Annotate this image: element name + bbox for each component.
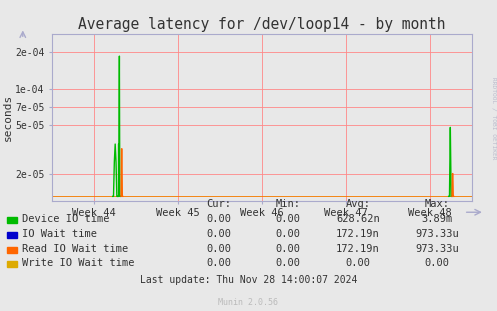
Text: IO Wait time: IO Wait time bbox=[22, 229, 97, 239]
Text: 0.00: 0.00 bbox=[425, 258, 450, 268]
Text: 628.62n: 628.62n bbox=[336, 214, 380, 224]
Text: 0.00: 0.00 bbox=[206, 244, 231, 254]
Text: RRDTOOL / TOBI OETIKER: RRDTOOL / TOBI OETIKER bbox=[491, 77, 496, 160]
Text: Last update: Thu Nov 28 14:00:07 2024: Last update: Thu Nov 28 14:00:07 2024 bbox=[140, 275, 357, 285]
Text: 0.00: 0.00 bbox=[206, 229, 231, 239]
Text: 0.00: 0.00 bbox=[276, 229, 301, 239]
Text: Avg:: Avg: bbox=[345, 199, 370, 209]
Text: 172.19n: 172.19n bbox=[336, 244, 380, 254]
Text: Device IO time: Device IO time bbox=[22, 214, 110, 224]
Text: 0.00: 0.00 bbox=[276, 244, 301, 254]
Text: 3.89m: 3.89m bbox=[422, 214, 453, 224]
Y-axis label: seconds: seconds bbox=[2, 94, 12, 141]
Text: 973.33u: 973.33u bbox=[415, 229, 459, 239]
Text: Write IO Wait time: Write IO Wait time bbox=[22, 258, 135, 268]
Text: 0.00: 0.00 bbox=[276, 214, 301, 224]
Text: 0.00: 0.00 bbox=[206, 258, 231, 268]
Text: Munin 2.0.56: Munin 2.0.56 bbox=[219, 298, 278, 307]
Text: 0.00: 0.00 bbox=[276, 258, 301, 268]
Text: 0.00: 0.00 bbox=[345, 258, 370, 268]
Text: 172.19n: 172.19n bbox=[336, 229, 380, 239]
Text: 0.00: 0.00 bbox=[206, 214, 231, 224]
Text: Max:: Max: bbox=[425, 199, 450, 209]
Text: 973.33u: 973.33u bbox=[415, 244, 459, 254]
Text: Cur:: Cur: bbox=[206, 199, 231, 209]
Text: Min:: Min: bbox=[276, 199, 301, 209]
Text: Read IO Wait time: Read IO Wait time bbox=[22, 244, 129, 254]
Title: Average latency for /dev/loop14 - by month: Average latency for /dev/loop14 - by mon… bbox=[79, 17, 446, 32]
